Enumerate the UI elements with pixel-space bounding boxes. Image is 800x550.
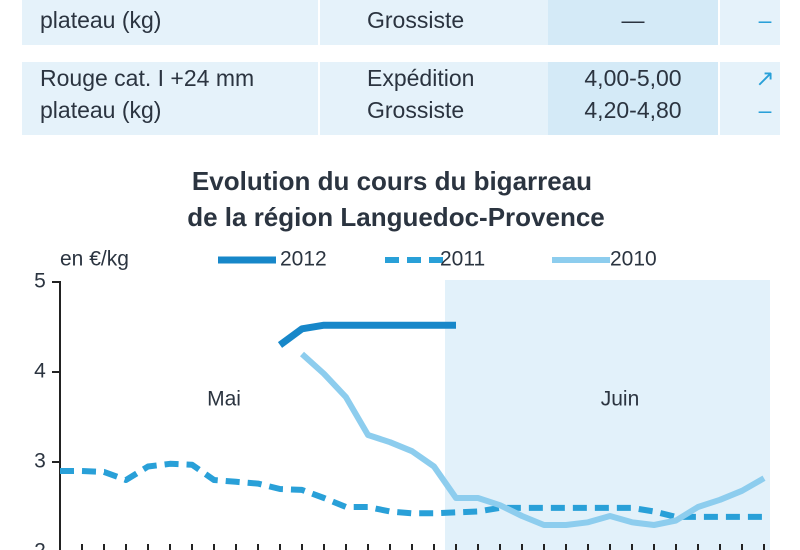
y-tick-label: 3 [34, 450, 46, 473]
period-label: Juin [601, 388, 640, 411]
series-line [277, 321, 456, 348]
cell-text: ↗ [755, 65, 774, 91]
price-band [548, 62, 718, 135]
cell-text: Grossiste [367, 97, 464, 123]
cell-text: – [759, 7, 772, 33]
col-sep [318, 0, 320, 135]
legend-label: 2012 [280, 248, 327, 271]
cell-text: 4,20-4,80 [584, 97, 681, 123]
cell-text: plateau (kg) [40, 97, 161, 123]
cell-text: plateau (kg) [40, 7, 161, 33]
y-tick-label: 2 [34, 540, 46, 550]
chart-title: de la région Languedoc-Provence [187, 202, 605, 232]
y-tick-label: 4 [34, 360, 46, 383]
chart-title: Evolution du cours du bigarreau [192, 166, 592, 196]
col-sep [718, 0, 720, 135]
period-label: Mai [207, 388, 241, 411]
cell-text: Expédition [367, 65, 474, 91]
y-label: en €/kg [60, 248, 129, 271]
cell-text: Grossiste [367, 7, 464, 33]
series-line [60, 460, 764, 520]
y-tick-label: 5 [34, 270, 46, 293]
cell-text: – [759, 97, 772, 123]
cell-text: 4,00-5,00 [584, 65, 681, 91]
legend-label: 2010 [610, 248, 657, 271]
series-line [299, 351, 766, 528]
price-band [548, 0, 718, 45]
cell-text: — [622, 7, 645, 33]
legend-label: 2011 [440, 248, 485, 271]
cell-text: Rouge cat. I +24 mm [40, 65, 254, 91]
